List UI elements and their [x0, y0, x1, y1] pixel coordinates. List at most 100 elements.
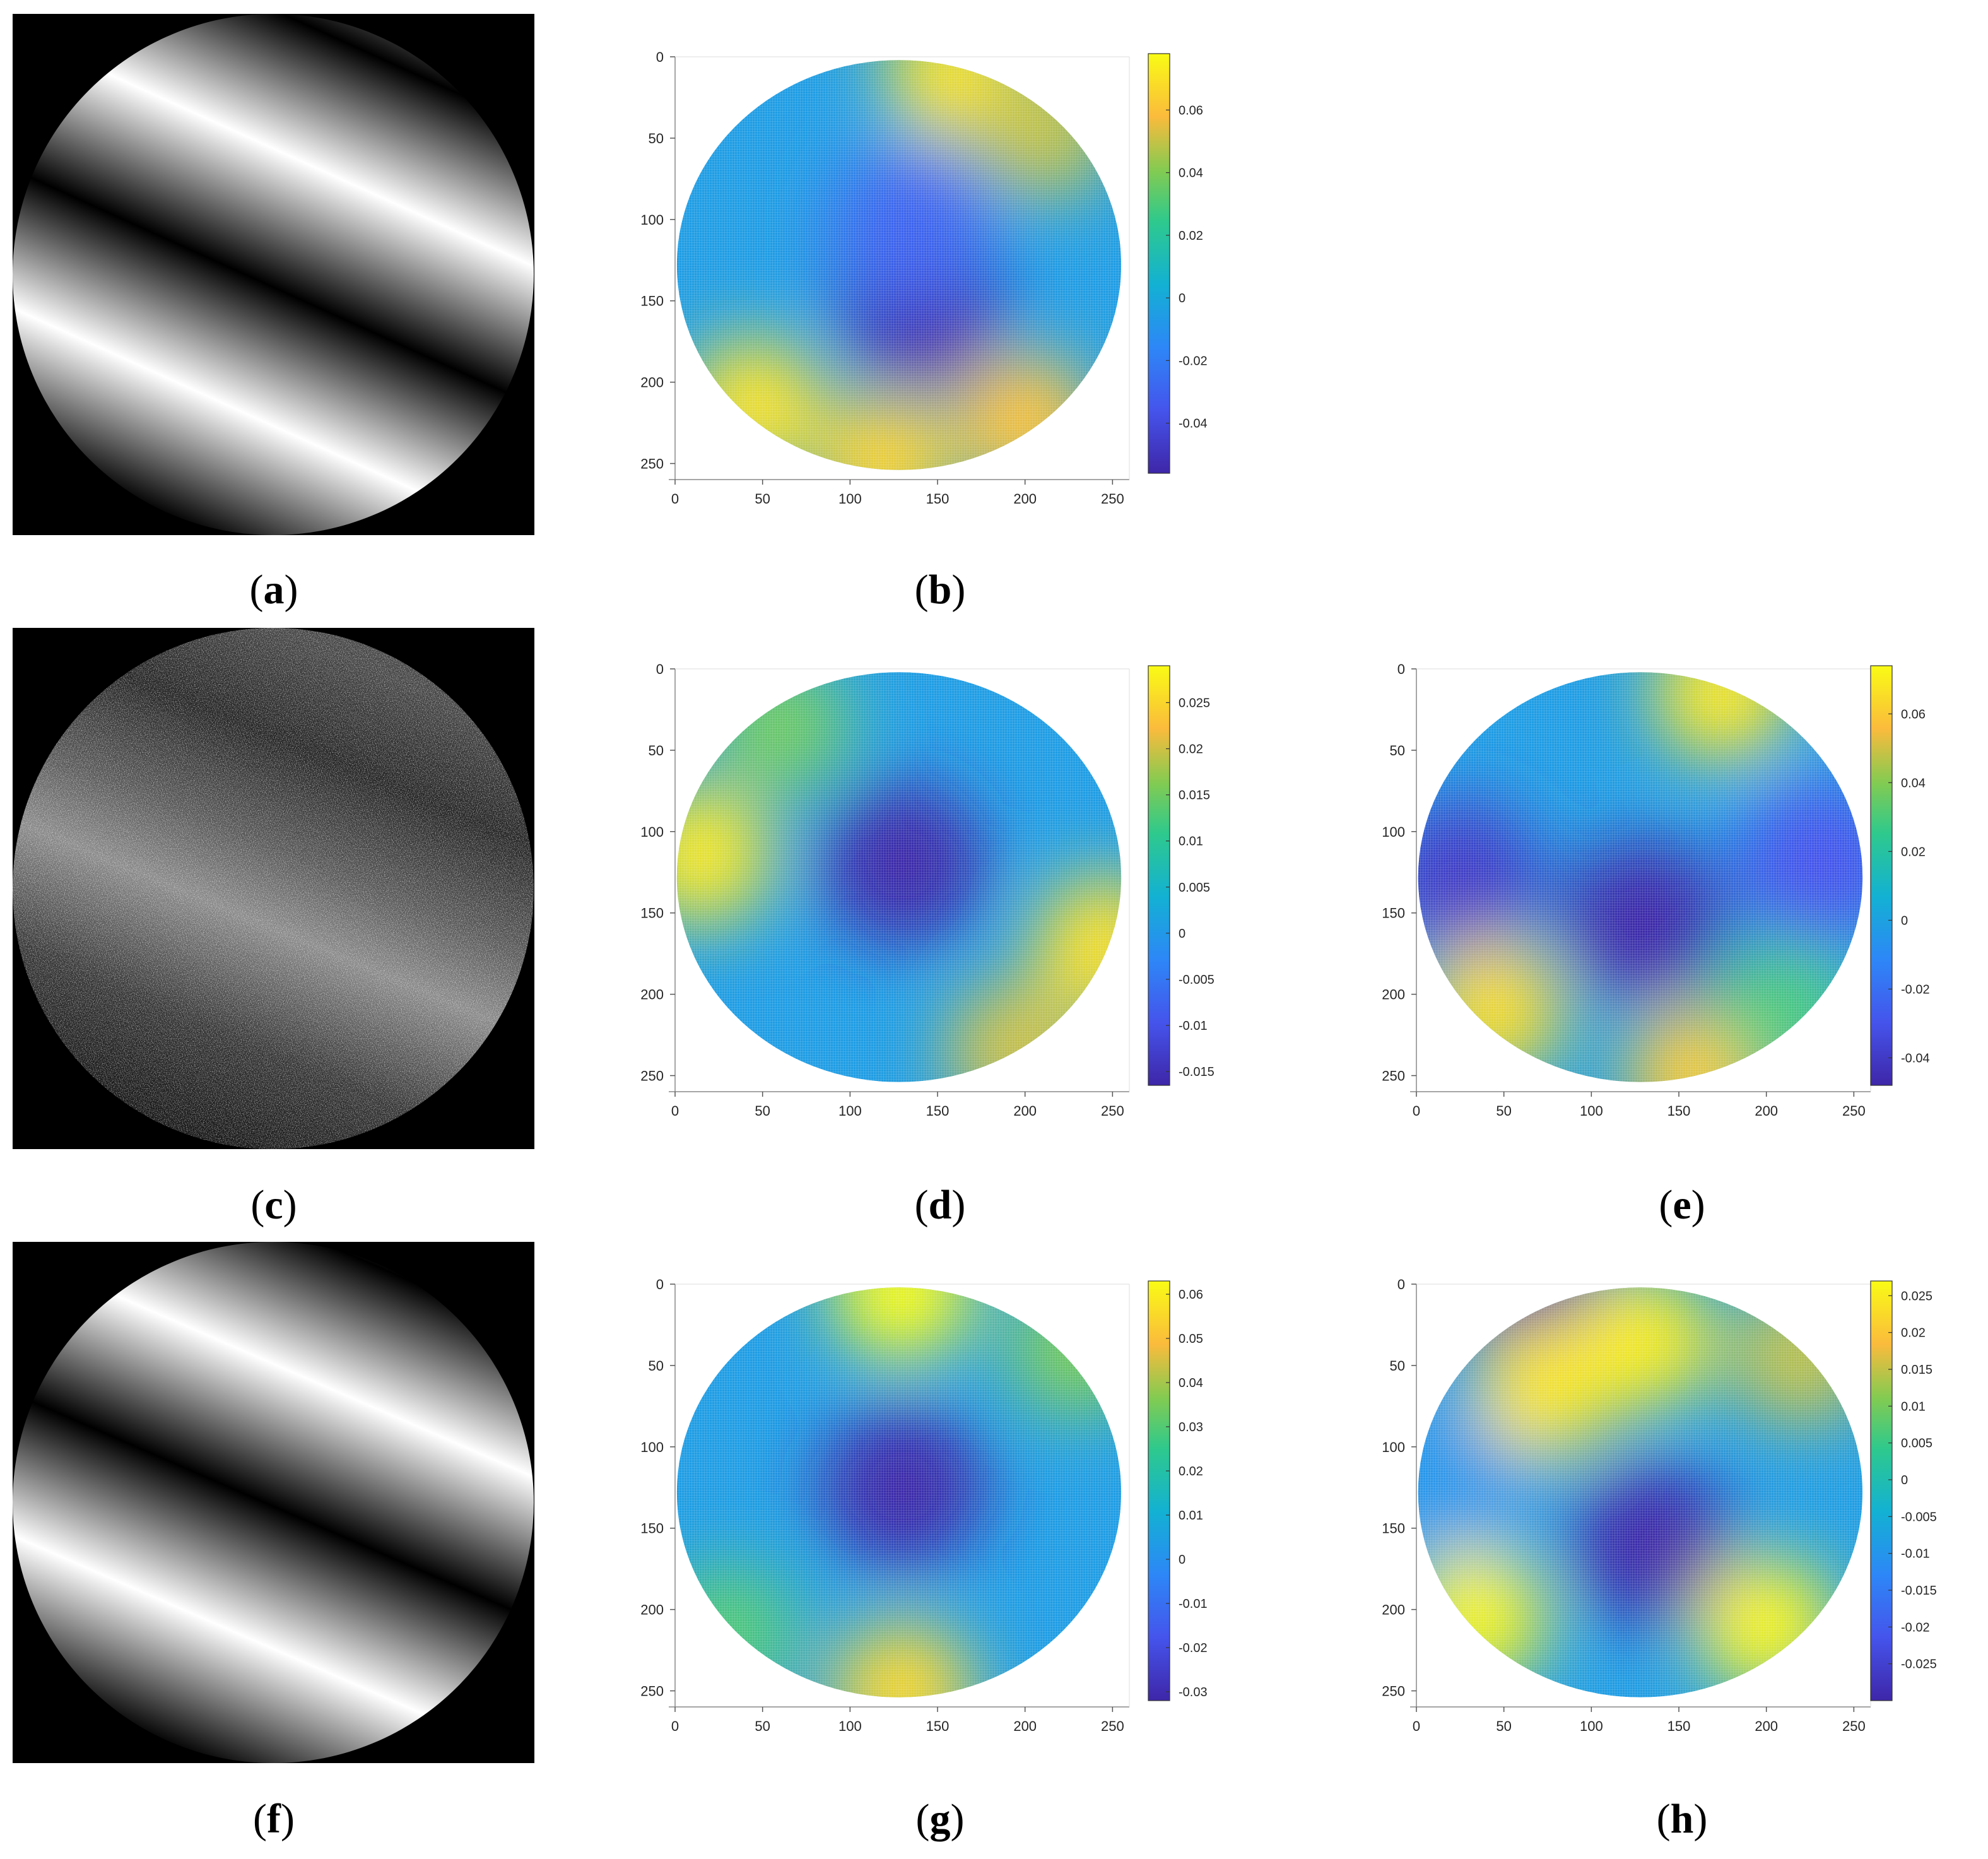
- y-tick-label: 200: [1382, 1602, 1405, 1618]
- colorbar-tick-label: 0.02: [1179, 1465, 1203, 1478]
- colorbar-tick-label: -0.01: [1179, 1019, 1208, 1033]
- colorbar-tick-label: 0.02: [1179, 743, 1203, 757]
- caption-g: (g): [915, 1796, 965, 1842]
- colorbar-tick-label: -0.02: [1901, 1620, 1930, 1634]
- x-tick-label: 0: [1413, 1103, 1420, 1119]
- y-tick-label: 250: [1382, 1684, 1405, 1699]
- y-tick-label: 250: [640, 1068, 664, 1084]
- colorbar-tick-label: 0.03: [1179, 1420, 1203, 1434]
- surface-disk: [676, 60, 1122, 470]
- colorbar-tick-label: 0.005: [1901, 1437, 1932, 1451]
- colorbar-tick-label: 0.015: [1179, 789, 1210, 803]
- colorbar-tick-label: -0.01: [1901, 1547, 1930, 1561]
- x-tick-label: 0: [671, 491, 679, 507]
- colorbar: [1870, 665, 1893, 1086]
- colorbar-tick-label: -0.02: [1179, 354, 1208, 368]
- x-tick-label: 150: [1667, 1718, 1691, 1734]
- x-tick-label: 200: [1755, 1718, 1778, 1734]
- y-tick-label: 100: [640, 1439, 664, 1455]
- x-tick-label: 50: [755, 491, 770, 507]
- colorbar-tick-label: 0.01: [1901, 1400, 1926, 1413]
- y-tick-label: 150: [1382, 906, 1405, 921]
- surface-mesh: [676, 1287, 1122, 1697]
- caption-c: (c): [250, 1182, 297, 1228]
- surface-mesh: [676, 672, 1122, 1082]
- y-tick-label: 200: [1382, 987, 1405, 1003]
- y-tick-label: 50: [1390, 743, 1405, 758]
- colorbar-tick-label: 0: [1179, 927, 1185, 941]
- caption-letter: b: [928, 567, 952, 613]
- colorbar-tick-label: 0.02: [1901, 1326, 1926, 1340]
- y-tick-label: 250: [1382, 1068, 1405, 1084]
- caption-letter: h: [1670, 1796, 1694, 1842]
- y-tick-label: 0: [656, 49, 664, 65]
- x-tick-label: 50: [1496, 1718, 1511, 1734]
- colorbar-tick-label: -0.01: [1179, 1597, 1208, 1611]
- caption-letter: a: [263, 567, 285, 613]
- y-tick-label: 100: [1382, 824, 1405, 840]
- caption-letter: f: [267, 1796, 281, 1842]
- caption-f: (f): [253, 1796, 295, 1842]
- x-tick-label: 150: [1667, 1103, 1691, 1119]
- colorbar-tick-label: 0.04: [1179, 167, 1203, 180]
- colorbar-tick-label: 0.005: [1179, 881, 1210, 895]
- x-tick-label: 100: [1580, 1103, 1603, 1119]
- caption-letter: g: [929, 1796, 951, 1842]
- y-tick-label: 50: [649, 743, 664, 758]
- y-tick-label: 50: [649, 131, 664, 146]
- x-tick-label: 200: [1755, 1103, 1778, 1119]
- caption-letter: c: [264, 1182, 283, 1228]
- caption-b: (b): [914, 567, 966, 613]
- x-tick-label: 50: [755, 1103, 770, 1119]
- colorbar-tick-label: -0.02: [1901, 983, 1930, 996]
- x-tick-label: 0: [671, 1718, 679, 1734]
- colorbar-tick-label: -0.02: [1179, 1641, 1208, 1655]
- colorbar-tick-label: 0.01: [1179, 835, 1203, 849]
- colorbar-tick-label: 0.02: [1179, 229, 1203, 243]
- colorbar-tick-label: -0.005: [1901, 1510, 1937, 1524]
- caption-h: (h): [1656, 1796, 1708, 1842]
- y-tick-label: 200: [640, 987, 664, 1003]
- x-tick-label: 100: [838, 1718, 862, 1734]
- surface-disk: [1418, 1287, 1863, 1697]
- surface-panel-e: 0 50 100 150 200 250 0 50 100 150 200 250 -0.04 -0.02…: [1347, 650, 1984, 1136]
- y-tick-label: 150: [640, 293, 664, 309]
- caption-letter: d: [928, 1182, 952, 1228]
- colorbar-tick-label: 0.02: [1901, 845, 1926, 859]
- x-tick-label: 200: [1013, 1718, 1037, 1734]
- colorbar-tick-label: 0: [1901, 1473, 1908, 1487]
- colorbar-tick-label: -0.015: [1179, 1065, 1215, 1079]
- surface-panel-d: 0 50 100 150 200 250 0 50 100 150 200 250 -0.015 -0.0…: [606, 650, 1262, 1136]
- caption-a: (a): [249, 567, 298, 613]
- y-tick-label: 150: [640, 906, 664, 921]
- colorbar-tick-label: 0.04: [1179, 1376, 1203, 1390]
- x-tick-label: 100: [838, 1103, 862, 1119]
- x-tick-label: 200: [1013, 491, 1037, 507]
- x-tick-label: 150: [926, 1103, 950, 1119]
- fringe-image-c: [13, 628, 534, 1149]
- surface-panel-g: 0 50 100 150 200 250 0 50 100 150 200 250 -0.03 -0.02…: [606, 1265, 1262, 1751]
- x-tick-label: 200: [1013, 1103, 1037, 1119]
- colorbar: [1148, 1280, 1170, 1701]
- y-tick-label: 250: [640, 456, 664, 472]
- colorbar-tick-label: -0.025: [1901, 1658, 1937, 1672]
- x-tick-label: 150: [926, 1718, 950, 1734]
- surface-disk: [1418, 672, 1863, 1082]
- colorbar-tick-label: 0.06: [1901, 707, 1926, 721]
- y-tick-label: 150: [1382, 1521, 1405, 1537]
- colorbar-tick-label: 0: [1901, 914, 1908, 928]
- caption-letter: e: [1673, 1182, 1691, 1228]
- y-tick-label: 0: [1397, 1277, 1405, 1292]
- surface-mesh: [1418, 672, 1863, 1082]
- surface-panel-h: 0 50 100 150 200 250 0 50 100 150 200 250 -0.025 -0.0…: [1347, 1265, 1984, 1751]
- surface-mesh: [1418, 1287, 1863, 1697]
- colorbar: [1148, 665, 1170, 1086]
- x-tick-label: 50: [1496, 1103, 1511, 1119]
- colorbar-tick-label: 0.06: [1179, 103, 1203, 117]
- x-tick-label: 250: [1101, 1718, 1124, 1734]
- y-tick-label: 100: [1382, 1439, 1405, 1455]
- y-tick-label: 0: [656, 1277, 664, 1292]
- colorbar-tick-label: 0.05: [1179, 1332, 1203, 1346]
- colorbar-tick-label: 0.025: [1179, 696, 1210, 710]
- x-tick-label: 0: [1413, 1718, 1420, 1734]
